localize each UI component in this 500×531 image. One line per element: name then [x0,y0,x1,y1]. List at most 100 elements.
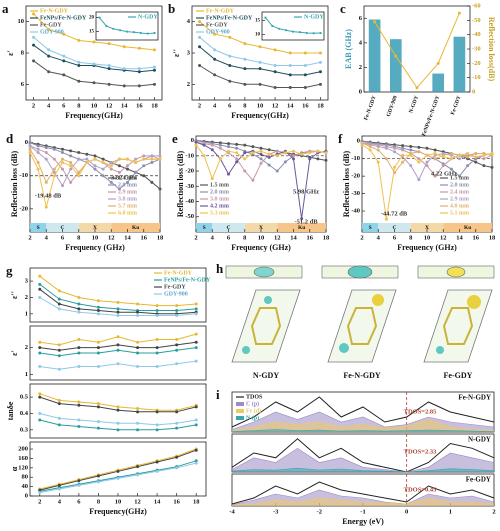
annotation: TDOS=2.85 [404,408,438,415]
panel-letter: b [168,1,175,16]
x-tick-label: GDY-900 [386,95,399,118]
legend-label: Fe-GDY [164,284,186,290]
annotation: 3.82 GHz [111,174,137,181]
marker [300,217,304,221]
marker [235,160,239,164]
marker [136,340,140,344]
marker [134,170,138,174]
marker [194,140,198,144]
marker [213,48,217,52]
marker [288,51,292,55]
bar [368,19,381,93]
marker [227,142,230,146]
plot-frame [29,325,207,381]
marker [69,180,73,184]
marker [243,57,247,61]
x-tick-label: 14 [124,234,131,241]
marker [433,174,437,178]
marker [52,167,56,171]
x-tick-label: 18 [489,234,496,241]
marker [194,418,198,422]
marker [142,174,146,178]
charge-blob [436,346,444,354]
panel-h: h N-GDY Fe-N-GDY Fe-GDY [216,261,495,380]
marker [210,143,214,147]
marker [142,154,146,158]
marker [96,480,100,484]
marker [155,346,159,350]
x-tick-label: 10 [257,102,264,109]
y-axis-label: Reflection loss (dB) [10,151,19,218]
plot-frame [361,135,493,233]
band-label: X [93,225,97,231]
x-axis-label: Frequency (GHz) [397,243,457,252]
marker [175,410,179,414]
marker [92,62,96,66]
band [362,223,379,232]
marker [474,151,478,155]
subplot-label: Fe-GDY [466,476,491,484]
legend-label: GDY-900 [164,291,188,297]
marker [303,51,307,55]
marker [194,346,198,350]
y-tick-label: 0 [191,137,194,144]
x-tick-label: 6 [61,234,65,241]
x-tick-label: 12 [274,234,281,241]
marker [136,365,140,368]
marker [38,274,42,278]
marker [77,425,81,429]
marker [146,32,149,35]
y-tick-label: 0 [359,88,362,95]
marker [275,154,279,158]
x-tick-label: 6 [77,498,81,505]
annotation: TDOS=2.33 [404,448,438,455]
annotation: 5.98 GHz [293,188,319,195]
marker [298,31,301,34]
y-tick-label: 200 [18,446,28,453]
marker [101,167,105,171]
marker [228,64,232,68]
x-axis-label: Frequency (GHz) [65,243,125,252]
marker [417,150,421,154]
marker [474,155,478,159]
marker [175,362,179,366]
marker [368,148,372,152]
marker [52,147,56,151]
y-tick-label: 10 [18,18,25,25]
marker [126,157,129,161]
line [231,497,495,506]
marker [38,340,42,344]
marker [401,148,405,152]
y-tick-label: 160 [18,455,28,462]
marker [116,310,120,314]
marker [259,146,263,150]
chart: 1 2 ε' [10,325,207,381]
marker [36,151,40,155]
marker [126,167,129,171]
marker [194,459,198,463]
line [231,411,495,430]
x-tick-label: 8 [243,102,247,109]
marker [77,170,81,174]
marker [259,149,263,153]
marker [57,416,61,420]
marker [458,157,461,161]
marker [96,299,100,303]
y-tick-label: 120 [18,464,28,471]
marker [152,68,156,72]
marker [77,418,81,422]
band-label: C [227,225,231,231]
marker [136,313,140,317]
marker [116,405,120,409]
x-tick-label: 10 [115,498,122,505]
x-tick-label: 16 [473,234,480,241]
marker [175,455,179,459]
y-tick-label: 3 [25,278,29,285]
marker [28,141,32,145]
marker [132,31,135,34]
annotation: -19.48 dB [35,192,62,199]
area [232,468,494,472]
x-tick-label: 4 [211,234,215,241]
marker [57,487,61,491]
